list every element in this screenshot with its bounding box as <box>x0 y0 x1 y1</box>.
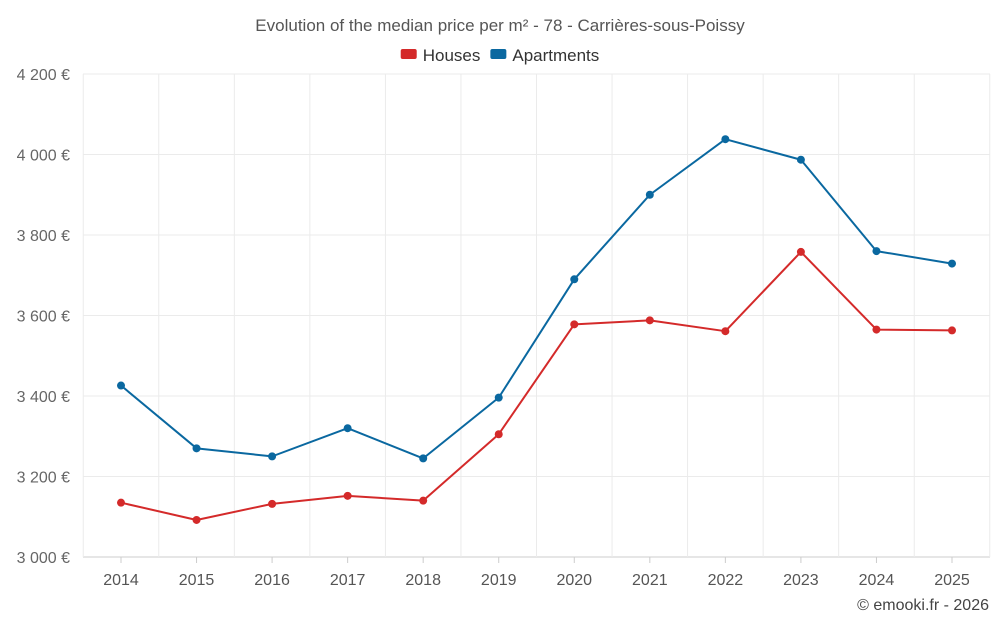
y-tick-label: 3 400 € <box>17 389 70 406</box>
houses-point[interactable] <box>645 316 654 325</box>
houses-point[interactable] <box>494 430 503 439</box>
x-tick-label: 2017 <box>330 572 366 589</box>
x-tick-label: 2018 <box>405 572 441 589</box>
series-layer <box>117 135 956 524</box>
apartments-point[interactable] <box>419 454 428 463</box>
x-tick-label: 2024 <box>859 572 895 589</box>
series-houses <box>117 247 956 524</box>
apartments-point[interactable] <box>796 155 805 164</box>
legend-label: Houses <box>423 46 481 65</box>
apartments-point[interactable] <box>343 424 352 433</box>
x-tick-label: 2019 <box>481 572 517 589</box>
legend: Houses Apartments <box>400 46 599 65</box>
y-tick-label: 3 800 € <box>17 228 70 245</box>
y-tick-label: 3 600 € <box>17 309 70 326</box>
x-axis-ticks: 2014 2015 2016 2017 2018 2019 2020 2021 2022 2023… <box>103 557 970 589</box>
houses-point[interactable] <box>570 320 579 329</box>
apartments-point[interactable] <box>570 275 579 284</box>
houses-point[interactable] <box>117 498 125 507</box>
apartments-point[interactable] <box>494 393 503 402</box>
chart-title: Evolution of the median price per m² - 7… <box>255 16 745 35</box>
x-tick-label: 2023 <box>783 572 819 589</box>
legend-swatch <box>490 49 507 59</box>
legend-item-apartments[interactable]: Apartments <box>490 46 599 65</box>
legend-swatch <box>400 49 417 59</box>
y-tick-label: 3 000 € <box>17 550 70 567</box>
houses-point[interactable] <box>268 499 277 508</box>
houses-point[interactable] <box>948 326 956 335</box>
legend-item-houses[interactable]: Houses <box>400 46 481 65</box>
x-tick-label: 2014 <box>103 572 139 589</box>
x-tick-label: 2022 <box>708 572 744 589</box>
y-axis-ticks: 3 000 € 3 200 € 3 400 € 3 600 € 3 800 € 4 000… <box>17 67 70 567</box>
series-apartments <box>117 135 956 463</box>
apartments-point[interactable] <box>872 247 881 256</box>
apartments-point[interactable] <box>645 190 654 199</box>
x-tick-label: 2025 <box>934 572 970 589</box>
x-gridlines <box>82 74 991 557</box>
houses-point[interactable] <box>721 327 730 336</box>
houses-point[interactable] <box>419 496 428 505</box>
y-tick-label: 3 200 € <box>17 470 70 487</box>
y-tick-label: 4 200 € <box>17 67 70 84</box>
x-tick-label: 2021 <box>632 572 668 589</box>
apartments-point[interactable] <box>192 444 201 453</box>
apartments-line <box>120 138 953 460</box>
houses-point[interactable] <box>796 247 805 256</box>
legend-label: Apartments <box>512 46 599 65</box>
x-tick-label: 2015 <box>179 572 215 589</box>
houses-point[interactable] <box>343 491 352 500</box>
apartments-point[interactable] <box>268 452 277 461</box>
x-tick-label: 2016 <box>254 572 290 589</box>
houses-point[interactable] <box>872 325 881 334</box>
x-tick-label: 2020 <box>556 572 592 589</box>
houses-line <box>120 250 953 521</box>
apartments-point[interactable] <box>721 135 730 144</box>
apartments-point[interactable] <box>117 381 125 390</box>
apartments-point[interactable] <box>948 259 956 268</box>
houses-point[interactable] <box>192 515 201 524</box>
y-tick-label: 4 000 € <box>17 148 70 165</box>
credit-text: © emooki.fr - 2026 <box>857 597 989 614</box>
